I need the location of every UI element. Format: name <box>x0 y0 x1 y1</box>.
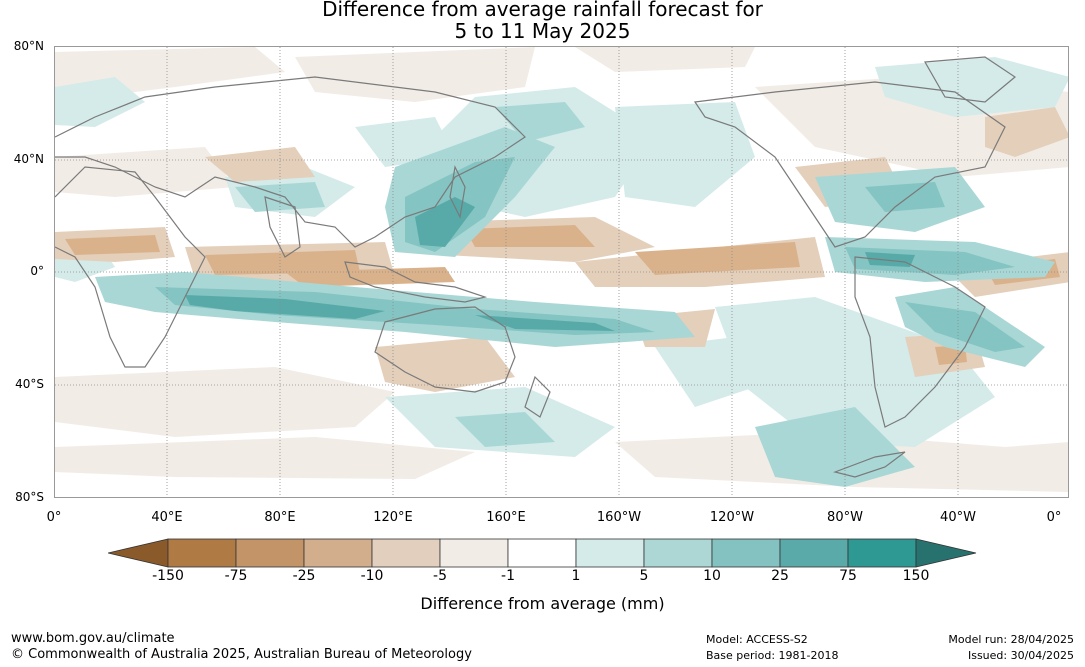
lat-label-80s: 80°S <box>15 490 44 504</box>
lon-label-160w: 160°W <box>596 510 642 525</box>
lon-label-80w: 80°W <box>827 510 863 525</box>
colorbar-segment <box>779 538 849 568</box>
lon-label-0: 0° <box>46 510 62 525</box>
colorbar-tick: -75 <box>224 568 248 584</box>
colorbar-tick: -5 <box>433 568 447 584</box>
lon-label-120w: 120°W <box>709 510 755 525</box>
colorbar-tick: 75 <box>839 568 857 584</box>
lon-label-40e: 40°E <box>151 510 183 525</box>
map-title-line-2: 5 to 11 May 2025 <box>454 19 631 43</box>
colorbar-segment <box>167 538 237 568</box>
colorbar-segment <box>303 538 373 568</box>
footer-issued: Issued: 30/04/2025 <box>967 649 1074 662</box>
colorbar-tick: -10 <box>360 568 384 584</box>
colorbar-segment <box>439 538 509 568</box>
colorbar-label: Difference from average (mm) <box>420 594 665 613</box>
colorbar-tick: 10 <box>703 568 721 584</box>
lon-label-40w: 40°W <box>940 510 976 525</box>
lon-label-80e: 80°E <box>264 510 296 525</box>
anomaly-above-4 <box>185 197 915 331</box>
lat-label-80n: 80°N <box>13 39 44 53</box>
lat-label-40s: 40°S <box>15 377 44 391</box>
colorbar-tick: 25 <box>771 568 789 584</box>
colorbar-tick: 5 <box>639 568 649 584</box>
footer-website: www.bom.gov.au/climate <box>11 631 175 646</box>
colorbar-tick: -1 <box>501 568 515 584</box>
colorbar-segment <box>711 538 781 568</box>
colorbar-segment <box>235 538 305 568</box>
footer-copyright: © Commonwealth of Australia 2025, Austra… <box>11 647 472 662</box>
colorbar-segment <box>643 538 713 568</box>
footer-base-period: Base period: 1981-2018 <box>706 649 839 662</box>
colorbar <box>108 538 977 568</box>
rainfall-anomaly-map <box>54 46 1069 498</box>
colorbar-tick: -25 <box>292 568 316 584</box>
colorbar-segment <box>507 538 577 568</box>
anomaly-above-1 <box>55 57 1068 457</box>
footer-model: Model: ACCESS-S2 <box>706 633 808 646</box>
colorbar-tick: -150 <box>152 568 184 584</box>
lon-label-160e: 160°E <box>486 510 526 525</box>
lat-label-equator: 0° <box>30 264 44 278</box>
lon-label-0-end: 0° <box>1046 510 1062 525</box>
graticule <box>55 47 1068 497</box>
lat-label-40n: 40°N <box>13 152 44 166</box>
colorbar-tick: 1 <box>571 568 581 584</box>
anomaly-below-1 <box>55 47 1068 492</box>
map-title-line-1: Difference from average rainfall forecas… <box>322 0 763 21</box>
footer-model-run: Model run: 28/04/2025 <box>948 633 1074 646</box>
colorbar-extend-high <box>915 538 977 568</box>
lon-label-120e: 120°E <box>373 510 413 525</box>
colorbar-segment <box>847 538 917 568</box>
colorbar-tick: 150 <box>902 568 930 584</box>
colorbar-segment <box>371 538 441 568</box>
colorbar-extend-low <box>108 538 169 568</box>
coastlines <box>55 56 1017 478</box>
colorbar-segment <box>575 538 645 568</box>
